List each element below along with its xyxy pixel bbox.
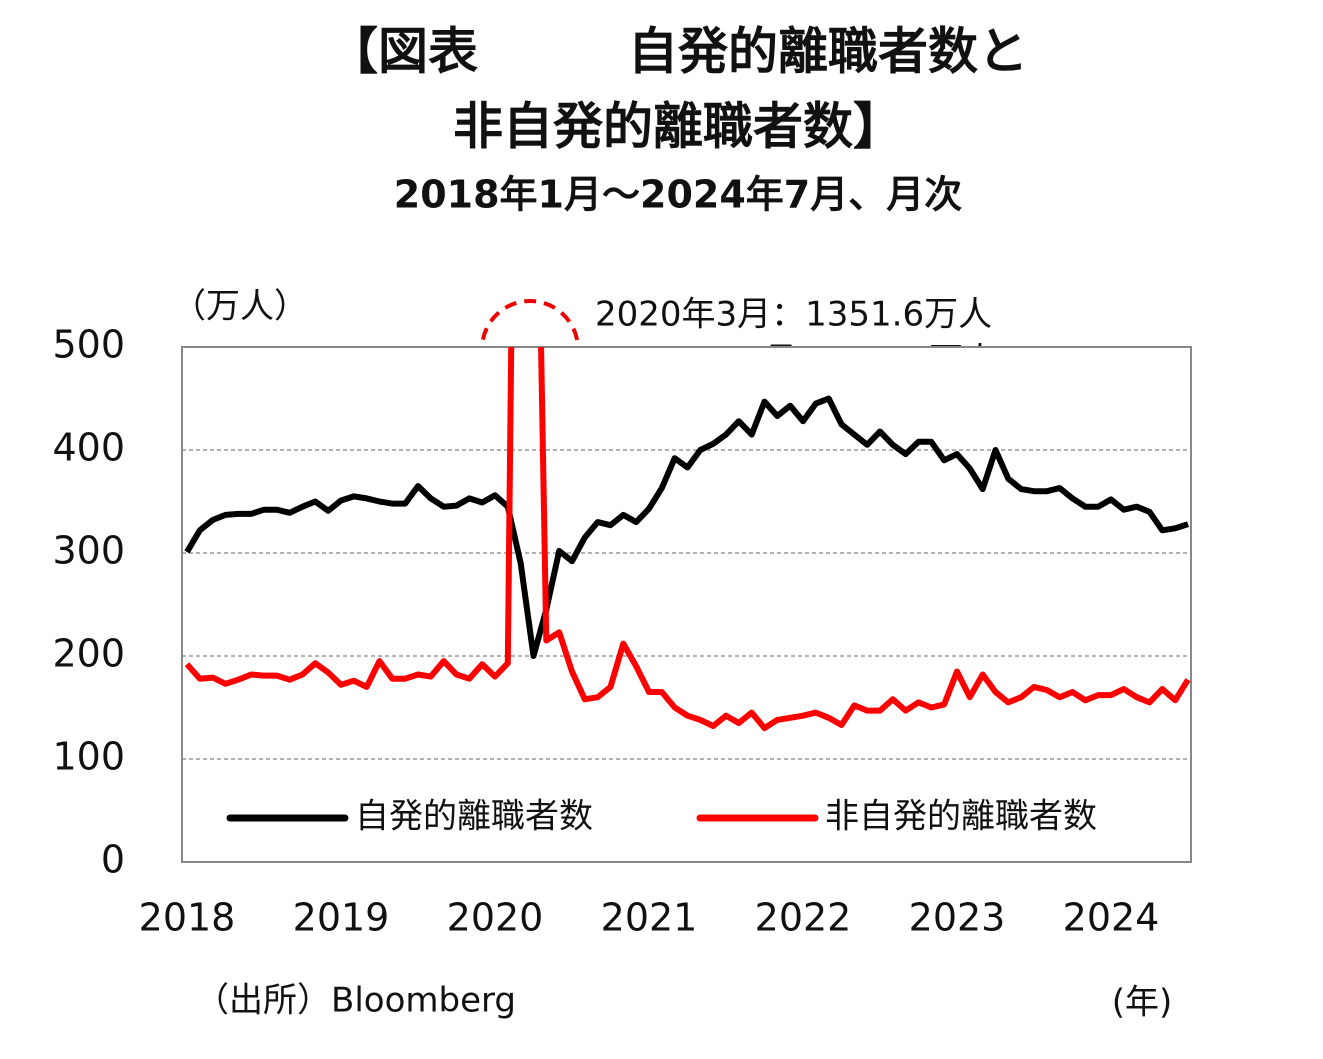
x-tick-label: 2020: [447, 896, 544, 940]
chart-title: 非自発的離職者数】: [453, 98, 903, 156]
legend-label: 自発的離職者数: [355, 797, 593, 837]
y-tick-label: 400: [52, 426, 125, 470]
y-tick-label: 100: [52, 735, 125, 779]
y-tick-label: 500: [52, 323, 125, 367]
source: （出所）Bloomberg: [195, 981, 516, 1021]
chart-title: 【図表 自発的離職者数と: [328, 23, 1028, 81]
x-tick-label: 2018: [139, 896, 236, 940]
y-tick-label: 200: [52, 632, 125, 676]
x-tick-label: 2024: [1063, 896, 1160, 940]
annotation: 2020年3月：1351.6万人: [595, 295, 992, 335]
y-tick-label: 0: [101, 838, 125, 882]
plot-border: [181, 346, 1192, 863]
x-tick-label: 2021: [601, 896, 698, 940]
x-tick-label: 2022: [755, 896, 852, 940]
series-group: [184, 347, 1191, 732]
x-axis-label: (年): [1112, 983, 1173, 1023]
x-tick-label: 2023: [909, 896, 1006, 940]
y-axis-label: （万人）: [172, 287, 308, 327]
x-tick-label: 2019: [293, 896, 390, 940]
y-tick-label: 300: [52, 529, 125, 573]
chart-subtitle: 2018年1月～2024年7月、月次: [394, 173, 962, 217]
legend-label: 非自発的離職者数: [825, 797, 1097, 837]
data-line: [184, 347, 1191, 732]
data-line: [184, 395, 1189, 659]
plot-background: [182, 347, 1191, 862]
